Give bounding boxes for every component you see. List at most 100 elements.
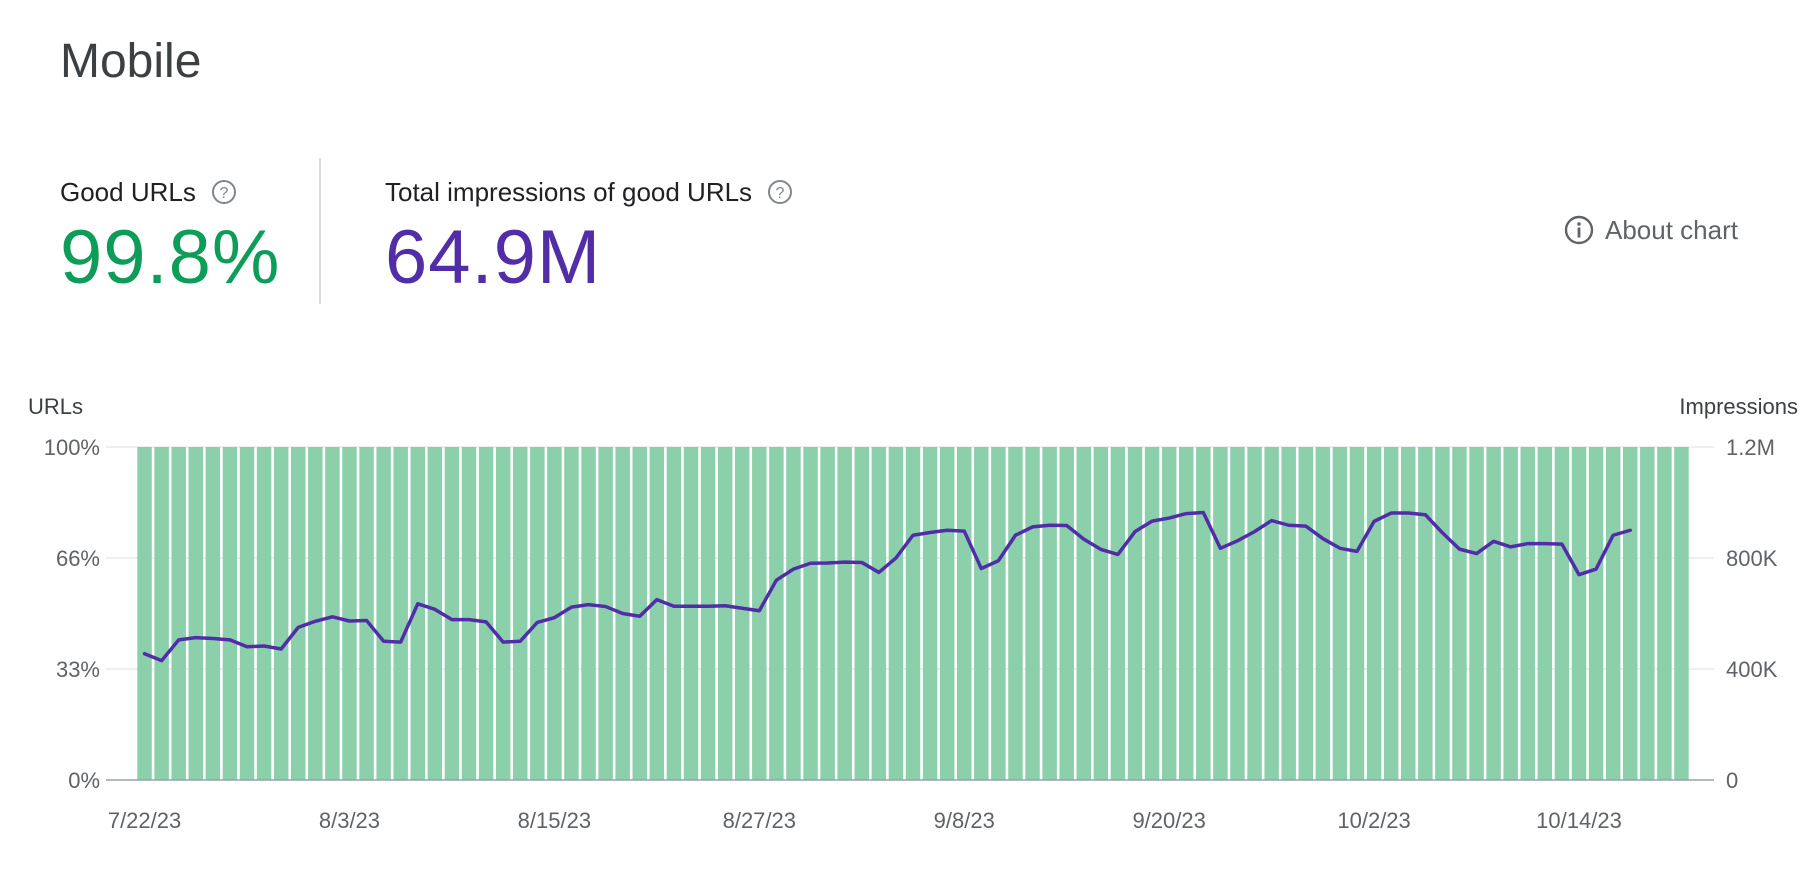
- good-urls-bar[interactable]: [1196, 447, 1211, 780]
- good-urls-bar[interactable]: [376, 447, 391, 780]
- good-urls-bar[interactable]: [1486, 447, 1501, 780]
- good-urls-bar[interactable]: [717, 447, 733, 780]
- good-urls-bar[interactable]: [564, 447, 579, 780]
- good-urls-bar[interactable]: [1657, 447, 1672, 780]
- good-urls-bar[interactable]: [1076, 447, 1092, 780]
- good-urls-bar[interactable]: [632, 447, 648, 780]
- good-urls-bar[interactable]: [803, 447, 818, 780]
- good-urls-bar[interactable]: [1418, 447, 1433, 780]
- good-urls-bar[interactable]: [1469, 447, 1484, 780]
- y-right-tick-label: 400K: [1726, 657, 1778, 682]
- good-urls-bar[interactable]: [939, 447, 955, 780]
- good-urls-bar[interactable]: [1640, 447, 1655, 780]
- good-urls-bar[interactable]: [530, 447, 545, 780]
- help-icon[interactable]: ?: [210, 178, 238, 206]
- good-urls-bar[interactable]: [1161, 447, 1177, 780]
- good-urls-bar[interactable]: [1349, 447, 1365, 780]
- good-urls-bar[interactable]: [359, 447, 374, 780]
- impressions-line[interactable]: [142, 510, 1632, 663]
- good-urls-bar[interactable]: [154, 447, 169, 780]
- good-urls-bar[interactable]: [956, 447, 972, 780]
- good-urls-bar[interactable]: [1281, 447, 1296, 780]
- good-urls-bar[interactable]: [1298, 447, 1314, 780]
- good-urls-bar[interactable]: [837, 447, 852, 780]
- good-urls-bar[interactable]: [290, 447, 306, 780]
- good-urls-bar[interactable]: [239, 447, 255, 780]
- good-urls-bar[interactable]: [512, 447, 528, 780]
- good-urls-bar[interactable]: [888, 447, 904, 780]
- good-urls-bar[interactable]: [478, 447, 494, 780]
- good-urls-bar[interactable]: [1264, 447, 1279, 780]
- good-urls-bar[interactable]: [427, 447, 443, 780]
- good-urls-bar[interactable]: [1383, 447, 1399, 780]
- good-urls-bar[interactable]: [649, 447, 665, 780]
- good-urls-bar[interactable]: [1315, 447, 1331, 780]
- good-urls-bar[interactable]: [325, 447, 340, 780]
- info-icon: [1564, 215, 1594, 245]
- good-urls-bar[interactable]: [1247, 447, 1262, 780]
- good-urls-bar[interactable]: [256, 447, 272, 780]
- good-urls-bar[interactable]: [188, 447, 204, 780]
- good-urls-bar[interactable]: [683, 447, 699, 780]
- good-urls-bar[interactable]: [598, 447, 613, 780]
- good-urls-bar[interactable]: [1503, 447, 1518, 780]
- good-urls-bar[interactable]: [393, 447, 408, 780]
- good-urls-bar[interactable]: [1571, 447, 1587, 780]
- good-urls-bar[interactable]: [581, 447, 596, 780]
- good-urls-bar[interactable]: [1452, 447, 1467, 780]
- good-urls-bar[interactable]: [769, 447, 784, 780]
- good-urls-bar[interactable]: [700, 447, 716, 780]
- good-urls-bar[interactable]: [1332, 447, 1348, 780]
- good-urls-bar[interactable]: [734, 447, 750, 780]
- good-urls-bar[interactable]: [786, 447, 801, 780]
- page-title: Mobile: [60, 35, 202, 88]
- good-urls-bar[interactable]: [444, 447, 460, 780]
- good-urls-bar[interactable]: [854, 447, 870, 780]
- good-urls-bar[interactable]: [1008, 447, 1023, 780]
- y-right-tick-label: 800K: [1726, 546, 1778, 571]
- good-urls-bar[interactable]: [1520, 447, 1536, 780]
- good-urls-bar[interactable]: [1127, 447, 1143, 780]
- good-urls-bar[interactable]: [1537, 447, 1553, 780]
- good-urls-bar[interactable]: [1230, 447, 1245, 780]
- good-urls-bar[interactable]: [991, 447, 1006, 780]
- good-urls-bar[interactable]: [1674, 447, 1689, 780]
- good-urls-bar[interactable]: [1554, 447, 1570, 780]
- good-urls-bar[interactable]: [308, 447, 323, 780]
- good-urls-bar[interactable]: [410, 447, 426, 780]
- good-urls-bar[interactable]: [273, 447, 289, 780]
- good-urls-bar[interactable]: [1400, 447, 1416, 780]
- good-urls-bar[interactable]: [1213, 447, 1228, 780]
- good-urls-bar[interactable]: [342, 447, 357, 780]
- good-urls-bar[interactable]: [222, 447, 238, 780]
- good-urls-bar[interactable]: [1605, 447, 1621, 780]
- good-urls-bar[interactable]: [171, 447, 186, 780]
- good-urls-bar[interactable]: [1042, 447, 1057, 780]
- good-urls-bar[interactable]: [1622, 447, 1638, 780]
- good-urls-bar[interactable]: [1025, 447, 1040, 780]
- good-urls-bar[interactable]: [922, 447, 938, 780]
- good-urls-bar[interactable]: [1178, 447, 1194, 780]
- good-urls-bar[interactable]: [905, 447, 921, 780]
- good-urls-bar[interactable]: [1144, 447, 1160, 780]
- good-urls-bar[interactable]: [1435, 447, 1450, 780]
- x-tick-label: 10/14/23: [1536, 808, 1622, 833]
- good-urls-bar[interactable]: [1588, 447, 1604, 780]
- about-chart-button[interactable]: About chart: [1563, 214, 1738, 246]
- good-urls-bar[interactable]: [974, 447, 989, 780]
- good-urls-bar[interactable]: [752, 447, 767, 780]
- good-urls-bar[interactable]: [1366, 447, 1382, 780]
- good-urls-bar[interactable]: [1110, 447, 1126, 780]
- good-urls-bar[interactable]: [666, 447, 682, 780]
- good-urls-bar[interactable]: [1059, 447, 1074, 780]
- good-urls-bar[interactable]: [461, 447, 477, 780]
- good-urls-bar[interactable]: [495, 447, 511, 780]
- help-icon[interactable]: ?: [766, 178, 794, 206]
- good-urls-bar[interactable]: [547, 447, 562, 780]
- good-urls-bar[interactable]: [1093, 447, 1109, 780]
- good-urls-bar[interactable]: [820, 447, 835, 780]
- good-urls-bar[interactable]: [137, 447, 152, 780]
- good-urls-value: 99.8%: [60, 215, 281, 300]
- good-urls-bar[interactable]: [871, 447, 887, 780]
- good-urls-bar[interactable]: [205, 447, 221, 780]
